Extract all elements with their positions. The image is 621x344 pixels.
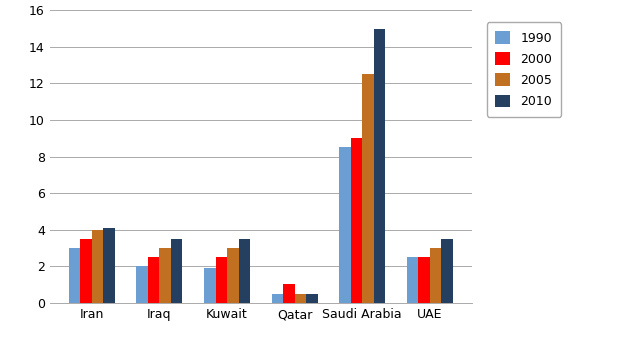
Bar [306,293,317,303]
Bar [294,293,306,303]
Bar [362,74,374,303]
Bar [430,248,442,303]
Bar [215,257,227,303]
Bar [92,230,103,303]
Bar [80,239,92,303]
Bar [171,239,183,303]
Bar [148,257,160,303]
Bar [160,248,171,303]
Bar [419,257,430,303]
Bar [351,138,362,303]
Legend: 1990, 2000, 2005, 2010: 1990, 2000, 2005, 2010 [487,22,561,117]
Bar [339,147,351,303]
Bar [103,228,115,303]
Bar [227,248,238,303]
Bar [374,29,385,303]
Bar [137,266,148,303]
Bar [442,239,453,303]
Bar [271,293,283,303]
Bar [204,268,215,303]
Bar [283,284,294,303]
Bar [238,239,250,303]
Bar [407,257,419,303]
Bar [69,248,80,303]
